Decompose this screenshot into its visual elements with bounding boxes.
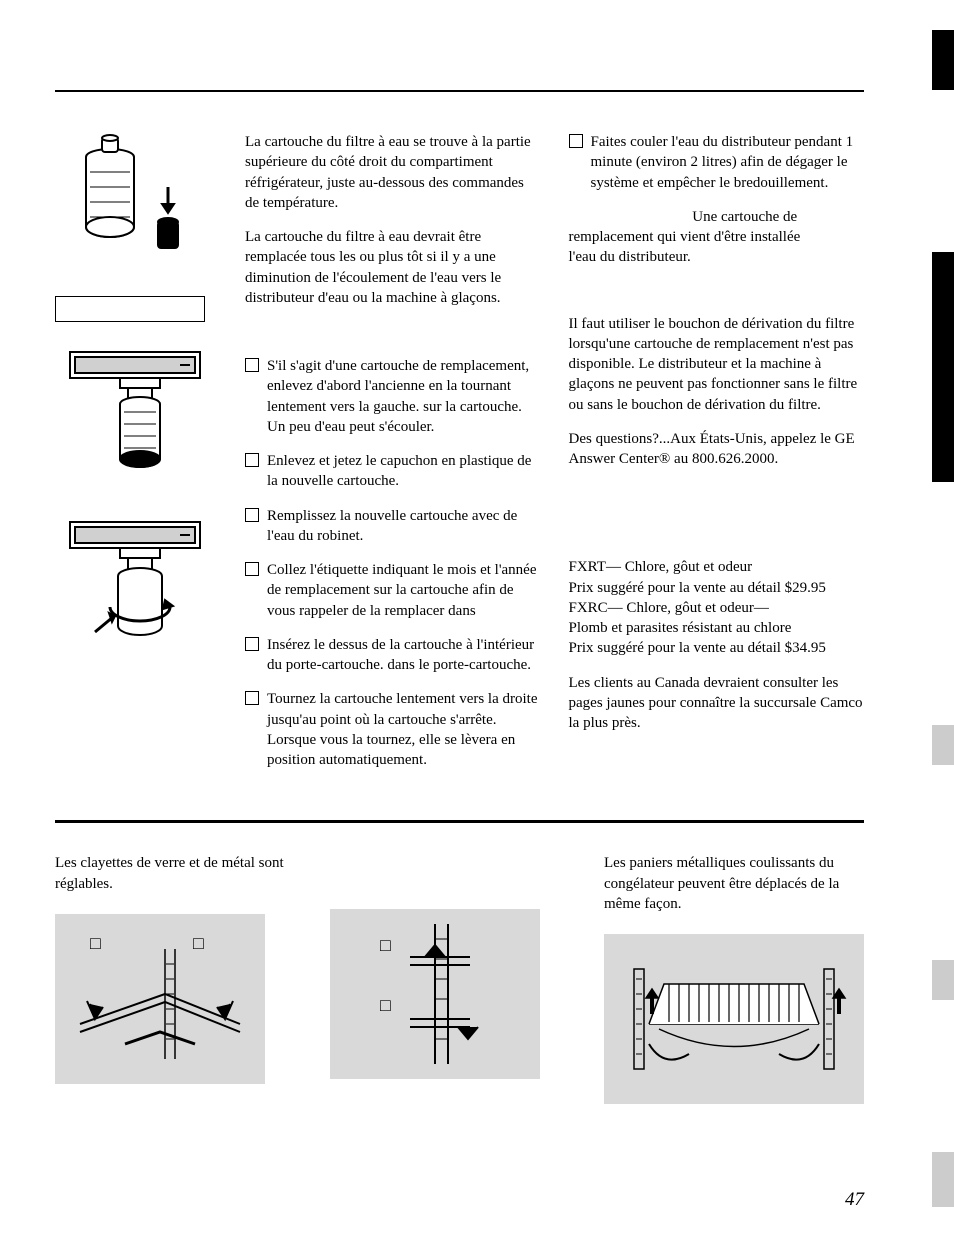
illustration-column: [55, 132, 235, 770]
intro-para-1: La cartouche du filtre à eau se trouve à…: [245, 132, 541, 213]
filter-cartridge-illustration: [55, 132, 215, 272]
upper-col-b: Faites couler l'eau du distributeur pend…: [569, 132, 865, 770]
step-6-text: Tournez la cartouche lentement vers la d…: [267, 689, 541, 770]
basket-icon: [614, 954, 854, 1084]
intro-para-2: La cartouche du filtre à eau devrait êtr…: [245, 227, 541, 308]
lower-col-2: □ □: [330, 853, 580, 1104]
remove-cartridge-illustration: [55, 342, 215, 492]
step-7-text: Faites couler l'eau du distributeur pend…: [591, 132, 865, 193]
step-7: Faites couler l'eau du distributeur pend…: [569, 132, 865, 193]
step-1: S'il s'agit d'une cartouche de remplacem…: [245, 356, 541, 437]
svg-text:□: □: [380, 995, 391, 1015]
step-2-text: Enlevez et jetez le capuchon en plastiqu…: [267, 451, 541, 492]
svg-text:□: □: [90, 933, 101, 953]
side-tab: [932, 725, 954, 765]
side-tabs: [932, 0, 954, 1235]
page: La cartouche du filtre à eau se trouve à…: [0, 0, 954, 1235]
shelf-insert-icon: □ □: [340, 919, 530, 1069]
step-3: Remplissez la nouvelle cartouche avec de…: [245, 506, 541, 547]
shelf-remove-figure: □ □: [55, 914, 265, 1084]
lower-section: Les clayettes de verre et de métal sont …: [55, 853, 864, 1104]
step-4: Collez l'étiquette indiquant le mois et …: [245, 560, 541, 621]
lower-col-3: Les paniers métalliques coulissants du c…: [604, 853, 864, 1104]
upper-section: La cartouche du filtre à eau se trouve à…: [55, 132, 864, 770]
step-4-text: Collez l'étiquette indiquant le mois et …: [267, 560, 541, 621]
shelves-text: Les clayettes de verre et de métal sont …: [55, 853, 305, 894]
insert-cartridge-illustration: [55, 512, 215, 662]
rule-top: [55, 90, 864, 92]
checkbox-icon: [245, 562, 259, 576]
canada-para: Les clients au Canada devraient consulte…: [569, 673, 865, 734]
step-1-text: S'il s'agit d'une cartouche de remplacem…: [267, 356, 541, 437]
step-6: Tournez la cartouche lentement vers la d…: [245, 689, 541, 770]
pricing-para: FXRT— Chlore, gôut et odeur Prix suggéré…: [569, 557, 865, 658]
upper-col-a: La cartouche du filtre à eau se trouve à…: [245, 132, 541, 770]
checkbox-icon: [245, 358, 259, 372]
basket-figure: [604, 934, 864, 1104]
step-3-text: Remplissez la nouvelle cartouche avec de…: [267, 506, 541, 547]
side-tab: [932, 960, 954, 1000]
checkbox-icon: [245, 508, 259, 522]
lower-col-1: Les clayettes de verre et de métal sont …: [55, 853, 305, 1104]
shelf-remove-icon: □ □: [65, 924, 255, 1074]
checkbox-icon: [569, 134, 583, 148]
step-2: Enlevez et jetez le capuchon en plastiqu…: [245, 451, 541, 492]
upper-text-columns: La cartouche du filtre à eau se trouve à…: [245, 132, 864, 770]
cartridge-icon: [60, 132, 210, 272]
insert-icon: [60, 512, 210, 662]
checkbox-icon: [245, 637, 259, 651]
svg-text:□: □: [193, 933, 204, 953]
remove-icon: [60, 342, 210, 492]
checkbox-icon: [245, 691, 259, 705]
checkbox-icon: [245, 453, 259, 467]
step-5: Insérez le dessus de la cartouche à l'in…: [245, 635, 541, 676]
side-tab: [932, 30, 954, 90]
side-tab: [932, 252, 954, 482]
step-5-text: Insérez le dessus de la cartouche à l'in…: [267, 635, 541, 676]
label-placeholder-box: [55, 296, 205, 322]
side-tab: [932, 1152, 954, 1207]
questions-para: Des questions?...Aux États-Unis, appelez…: [569, 429, 865, 470]
note-new-cartridge: Une cartouche de remplacement qui vient …: [569, 207, 865, 268]
bypass-para: Il faut utiliser le bouchon de dérivatio…: [569, 314, 865, 415]
page-number: 47: [845, 1187, 864, 1213]
svg-text:□: □: [380, 935, 391, 955]
baskets-text: Les paniers métalliques coulissants du c…: [604, 853, 864, 914]
shelf-insert-figure: □ □: [330, 909, 540, 1079]
rule-mid: [55, 820, 864, 823]
